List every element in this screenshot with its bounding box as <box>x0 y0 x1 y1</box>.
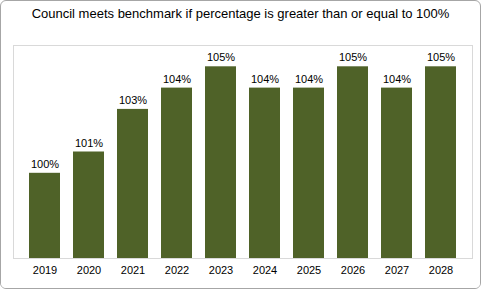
svg-text:2026: 2026 <box>341 264 365 276</box>
svg-text:2024: 2024 <box>253 264 277 276</box>
svg-text:105%: 105% <box>207 51 235 63</box>
svg-text:104%: 104% <box>163 73 191 85</box>
svg-text:105%: 105% <box>427 51 455 63</box>
svg-text:101%: 101% <box>75 137 103 149</box>
svg-text:100%: 100% <box>31 158 59 170</box>
svg-text:2025: 2025 <box>297 264 321 276</box>
svg-text:2022: 2022 <box>165 264 189 276</box>
svg-text:103%: 103% <box>119 94 147 106</box>
svg-text:2027: 2027 <box>385 264 409 276</box>
svg-text:104%: 104% <box>251 73 279 85</box>
svg-text:2021: 2021 <box>121 264 145 276</box>
svg-text:2020: 2020 <box>77 264 101 276</box>
svg-text:2028: 2028 <box>429 264 453 276</box>
svg-text:2023: 2023 <box>209 264 233 276</box>
svg-text:104%: 104% <box>383 73 411 85</box>
svg-text:105%: 105% <box>339 51 367 63</box>
svg-text:104%: 104% <box>295 73 323 85</box>
svg-text:2019: 2019 <box>33 264 57 276</box>
html-text:Council meets benchmark if per: Council meets benchmark if percentage is… <box>31 6 450 21</box>
